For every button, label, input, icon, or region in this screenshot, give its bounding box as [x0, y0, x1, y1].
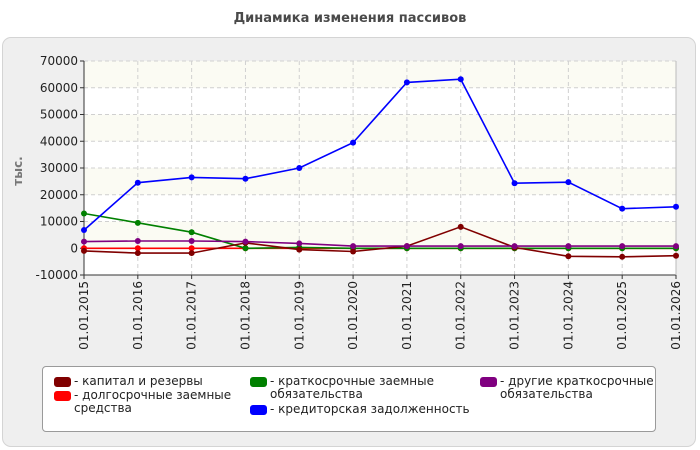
legend-label: капитал и резервы	[74, 375, 203, 388]
data-point	[565, 179, 572, 186]
data-point	[134, 219, 141, 226]
x-tick-label: 01.01.2017	[185, 281, 199, 350]
data-point	[296, 165, 303, 171]
x-tick-label: 01.01.2021	[400, 281, 414, 350]
data-point	[403, 79, 410, 86]
data-point	[242, 245, 249, 252]
x-tick-label: 01.01.2018	[238, 281, 252, 350]
data-point	[619, 243, 626, 250]
legend-label: долгосрочные заемные средства	[74, 389, 231, 415]
x-tick-label: 01.01.2016	[131, 281, 145, 350]
y-tick-label: 10000	[40, 215, 78, 229]
data-point	[134, 245, 141, 252]
x-tick-label: 01.01.2024	[561, 281, 575, 350]
data-point	[188, 238, 195, 245]
plot-band	[84, 61, 676, 88]
plot-band	[84, 114, 676, 142]
data-point	[81, 210, 87, 217]
data-point	[511, 243, 518, 250]
data-point	[457, 243, 464, 250]
y-tick-label: 60000	[40, 81, 78, 95]
data-point	[350, 139, 357, 146]
y-tick-label: 50000	[40, 108, 78, 122]
data-point	[242, 238, 249, 245]
series-line	[83, 78, 677, 231]
legend-swatch	[250, 405, 267, 415]
y-tick-label: 0	[70, 241, 78, 255]
legend-swatch	[480, 377, 497, 387]
legend-item-short-term-loans: краткосрочные заемные обязательства	[250, 375, 434, 401]
data-point	[242, 175, 249, 182]
data-point	[296, 246, 303, 253]
legend-swatch	[250, 377, 267, 387]
data-point	[188, 245, 195, 252]
data-point	[403, 243, 410, 250]
data-point	[511, 180, 518, 187]
data-point	[565, 243, 572, 250]
data-point	[188, 174, 195, 181]
y-tick-label: 30000	[40, 161, 78, 175]
x-tick-label: 01.01.2025	[615, 281, 629, 350]
series-layer	[81, 76, 679, 260]
legend-label: кредиторская задолженность	[270, 403, 469, 416]
legend-label: краткосрочные заемные обязательства	[270, 375, 434, 401]
legend-swatch	[54, 377, 71, 387]
data-point	[188, 229, 195, 236]
data-point	[619, 205, 626, 212]
y-tick-label: 70000	[40, 54, 78, 68]
data-point	[673, 203, 679, 210]
data-point	[619, 253, 626, 260]
data-point	[134, 179, 141, 186]
y-axis-label: тыс.	[11, 156, 25, 185]
legend-item-capital: капитал и резервы	[54, 375, 203, 388]
y-tick-label: 40000	[40, 134, 78, 148]
data-point	[134, 250, 141, 257]
chart-legend: капитал и резервы долгосрочные заемные с…	[42, 366, 656, 432]
legend-label: другие краткосрочные обязательства	[500, 375, 654, 401]
data-point	[81, 247, 87, 254]
series-4	[81, 238, 679, 250]
series-3	[81, 76, 679, 234]
data-point	[457, 76, 464, 83]
data-point	[350, 243, 357, 250]
data-point	[134, 238, 141, 245]
tick-labels: 70000 60000 50000 40000 30000 20000 10000 0 -100…	[35, 54, 683, 350]
legend-item-long-term-loans: долгосрочные заемные средства	[54, 389, 231, 415]
x-tick-label: 01.01.2023	[508, 281, 522, 350]
data-point	[81, 238, 87, 245]
data-point	[565, 253, 572, 260]
data-point	[296, 240, 303, 247]
legend-item-other-short-term: другие краткосрочные обязательства	[480, 375, 654, 401]
legend-item-accounts-payable: кредиторская задолженность	[250, 403, 470, 416]
data-point	[457, 223, 464, 230]
y-tick-label: 20000	[40, 188, 78, 202]
legend-swatch	[54, 391, 71, 401]
data-point	[81, 227, 87, 234]
grid-lines	[83, 60, 677, 276]
plot-band	[84, 221, 676, 249]
x-tick-label: 01.01.2020	[346, 281, 360, 350]
series-line	[83, 240, 676, 247]
data-point	[673, 243, 679, 250]
y-tick-label: -10000	[35, 268, 78, 282]
chart-title: Динамика изменения пассивов	[233, 11, 467, 26]
plot-band	[84, 168, 676, 195]
x-tick-label: 01.01.2019	[292, 281, 306, 350]
data-point	[673, 252, 679, 259]
x-tick-label: 01.01.2026	[669, 281, 683, 350]
data-point	[350, 248, 357, 255]
data-point	[188, 250, 195, 257]
x-tick-label: 01.01.2015	[77, 281, 91, 350]
x-tick-label: 01.01.2022	[454, 281, 468, 350]
series-line	[83, 225, 677, 258]
